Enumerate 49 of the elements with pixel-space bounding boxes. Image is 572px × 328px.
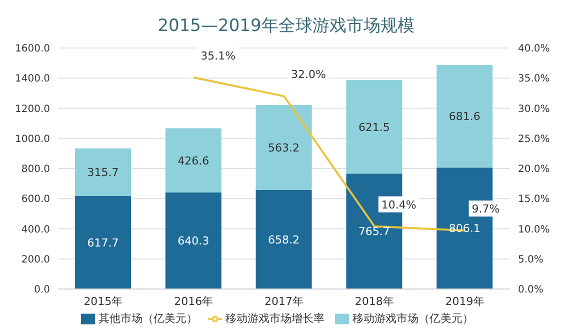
y-tick-label: 1600.0: [15, 44, 50, 55]
x-tick-label: 2015年: [84, 294, 123, 308]
legend-label: 移动游戏市场（亿美元）: [352, 312, 474, 325]
data-label: 10.4%: [381, 198, 416, 212]
y2-tick-label: 10.0%: [518, 224, 550, 236]
x-tick-label: 2018年: [354, 294, 394, 308]
y-tick-label: 1200.0: [15, 104, 50, 115]
y-tick-label: 200.0: [21, 254, 50, 266]
y-tick-label: 600.0: [21, 194, 50, 206]
bar: [75, 148, 131, 196]
data-label: 426.6: [178, 154, 210, 168]
y2-tick-label: 20.0%: [518, 164, 550, 176]
y2-tick-label: 5.0%: [518, 254, 544, 266]
y2-tick-label: 30.0%: [518, 104, 550, 115]
data-label: 621.5: [358, 120, 390, 134]
bar: [346, 80, 402, 174]
y2-tick-label: 35.0%: [518, 74, 550, 85]
data-label: 640.3: [178, 234, 210, 248]
data-label: 765.7: [358, 225, 390, 238]
y-tick-label: 400.0: [21, 224, 50, 236]
data-label: 563.2: [268, 141, 300, 154]
bar: [256, 105, 312, 190]
y-tick-label: 1400.0: [15, 74, 50, 85]
y-tick-label: 0.0: [34, 284, 50, 296]
y-tick-label: 1000.0: [15, 134, 50, 145]
x-tick-label: 2016年: [174, 294, 214, 308]
legend-label: 移动游戏市场增长率: [226, 312, 324, 325]
y2-tick-label: 40.0%: [518, 44, 550, 55]
y2-tick-label: 25.0%: [518, 134, 550, 145]
bar: [256, 190, 312, 289]
bar: [165, 128, 222, 193]
y2-tick-label: 0.0%: [518, 284, 544, 296]
data-label: 681.6: [448, 110, 480, 124]
y-tick-label: 800.0: [21, 164, 50, 176]
bar: [436, 64, 493, 168]
y2-tick-label: 15.0%: [518, 194, 550, 206]
x-tick-label: 2019年: [445, 294, 484, 308]
chart-title: 2015—2019年全球游戏市场规模: [156, 15, 416, 38]
data-label: 35.1%: [200, 50, 236, 63]
bar: [75, 196, 131, 289]
data-label: 315.7: [87, 166, 119, 180]
data-label: 32.0%: [291, 68, 326, 82]
data-label: 9.7%: [472, 202, 500, 216]
data-label: 806.1: [448, 222, 480, 236]
legend-label: 其他市场（亿美元）: [98, 312, 198, 325]
x-tick-label: 2017年: [264, 294, 304, 308]
bar: [165, 192, 222, 289]
data-label: 617.7: [87, 236, 119, 250]
data-label: 658.2: [268, 233, 300, 246]
